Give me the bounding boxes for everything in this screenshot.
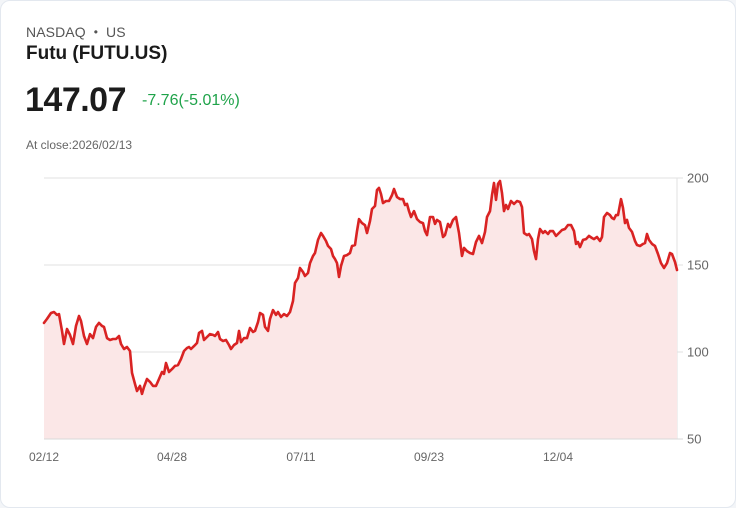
- x-tick-label: 04/28: [156, 450, 188, 464]
- y-tick-label: 200: [687, 170, 709, 186]
- price-area: [44, 181, 677, 439]
- separator-dot: •: [93, 25, 99, 39]
- stock-title: Futu (FUTU.US): [26, 43, 168, 64]
- close-date: At close:2026/02/13: [26, 138, 133, 152]
- x-tick-label: 09/23: [413, 450, 445, 464]
- x-tick-label: 07/11: [286, 450, 316, 464]
- current-price: 147.07: [25, 81, 127, 119]
- x-tick-label: 12/04: [542, 450, 574, 464]
- price-change: -7.76(-5.01%): [142, 92, 240, 109]
- price-line: [42, 179, 679, 396]
- market-name: US: [106, 24, 126, 40]
- y-tick-label: 150: [687, 257, 709, 273]
- exchange-name: NASDAQ: [26, 24, 86, 40]
- y-tick-label: 50: [687, 431, 702, 447]
- y-tick-label: 100: [687, 344, 709, 360]
- exchange-line: NASDAQ • US: [26, 24, 126, 40]
- price-chart[interactable]: [1, 161, 736, 461]
- x-tick-label: 02/12: [28, 450, 60, 464]
